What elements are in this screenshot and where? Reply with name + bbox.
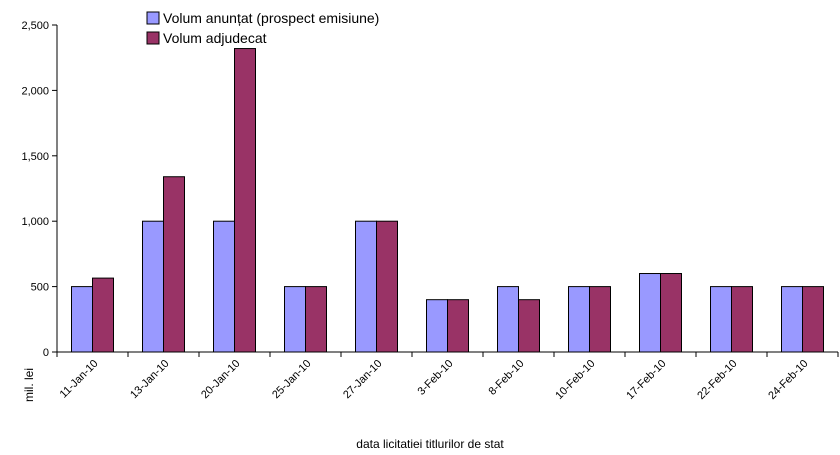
legend-swatch-announced — [146, 11, 160, 25]
bar-awarded-9 — [731, 286, 753, 353]
bar-announced-6 — [497, 286, 519, 353]
bar-announced-3 — [284, 286, 306, 353]
y-tick-label: 2,500 — [21, 20, 49, 32]
bar-announced-5 — [426, 299, 448, 353]
bar-announced-8 — [639, 273, 661, 353]
bar-announced-9 — [710, 286, 732, 353]
x-tick-label: 3-Feb-10 — [416, 358, 456, 398]
y-axis-ticks: 0 500 1,000 1,500 2,000 2,500 — [21, 20, 57, 359]
legend-swatch-awarded — [146, 31, 160, 45]
bar-awarded-7 — [589, 286, 611, 353]
x-tick-label: 20-Jan-10 — [199, 358, 243, 402]
bar-announced-0 — [71, 286, 93, 353]
bar-awarded-1 — [163, 176, 185, 353]
bars — [71, 48, 824, 353]
x-tick-label: 8-Feb-10 — [487, 358, 527, 398]
bar-awarded-5 — [447, 299, 469, 353]
bar-awarded-10 — [802, 286, 824, 353]
y-tick-label: 1,500 — [21, 151, 49, 163]
bar-awarded-2 — [234, 48, 256, 353]
y-tick-label: 500 — [31, 282, 49, 294]
bar-announced-4 — [355, 220, 377, 353]
axes — [56, 25, 838, 353]
bar-awarded-8 — [660, 273, 682, 353]
x-tick-label: 17-Feb-10 — [624, 358, 668, 402]
bar-awarded-0 — [92, 277, 114, 353]
legend-label-announced: Volum anunțat (prospect emisiune) — [163, 10, 379, 26]
bar-announced-2 — [213, 220, 235, 353]
x-axis-label: data licitatiei titlurilor de stat — [356, 437, 504, 451]
x-tick-label: 10-Feb-10 — [553, 358, 597, 402]
bar-awarded-3 — [305, 286, 327, 353]
y-tick-label: 2,000 — [21, 85, 49, 97]
x-tick-label: 22-Feb-10 — [695, 358, 739, 402]
x-tick-label: 13-Jan-10 — [128, 358, 172, 402]
bar-awarded-6 — [518, 299, 540, 353]
bar-announced-10 — [781, 286, 803, 353]
y-tick-label: 1,000 — [21, 216, 49, 228]
x-tick-label: 24-Feb-10 — [766, 358, 810, 402]
x-tick-label: 11-Jan-10 — [58, 358, 101, 401]
bar-announced-7 — [568, 286, 590, 353]
y-axis-label: mil. lei — [22, 368, 36, 402]
x-tick-label: 27-Jan-10 — [341, 358, 385, 402]
legend: Volum anunțat (prospect emisiune) Volum … — [146, 10, 379, 46]
x-tick-label: 25-Jan-10 — [270, 358, 314, 402]
bar-announced-1 — [142, 220, 164, 353]
bar-awarded-4 — [376, 220, 398, 353]
legend-label-awarded: Volum adjudecat — [163, 30, 267, 46]
y-tick-label: 0 — [43, 347, 49, 359]
x-axis-ticks: 11-Jan-10 13-Jan-10 20-Jan-10 25-Jan-10 27-J… — [56, 352, 839, 402]
